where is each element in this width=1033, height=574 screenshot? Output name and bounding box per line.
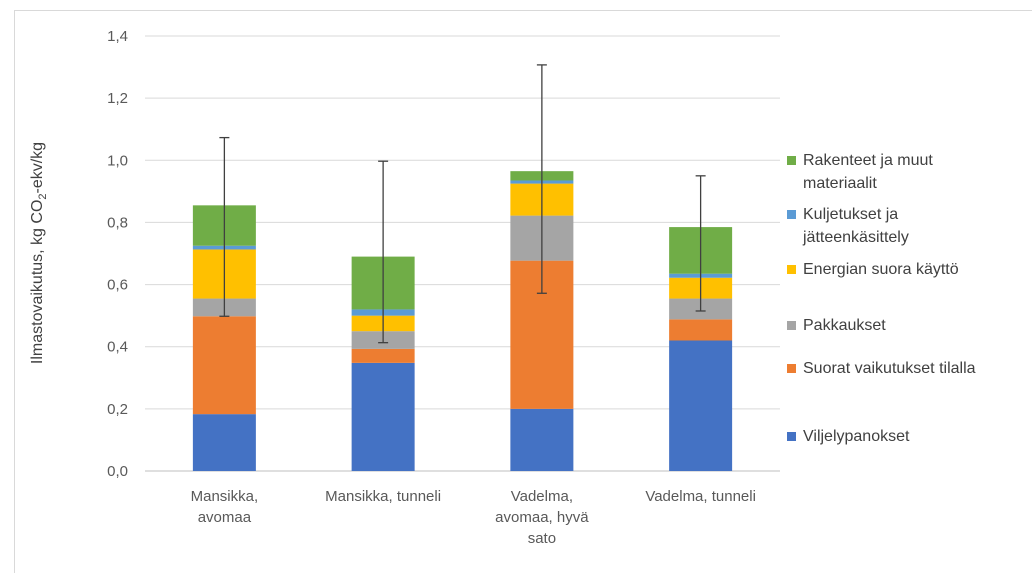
y-tick-label: 1,2 — [107, 90, 128, 107]
bar-segment — [192, 316, 256, 415]
legend-label: Pakkaukset — [803, 317, 886, 334]
y-tick-label: 1,0 — [107, 152, 128, 169]
chart-frame — [14, 10, 1032, 573]
x-axis-categories: Mansikka, avomaa Mansikka, tunneli Vadelma,… — [191, 488, 756, 547]
legend-swatch — [787, 432, 796, 441]
legend-label: Suorat vaikutukset tilalla — [803, 360, 976, 377]
legend-swatch — [787, 321, 796, 330]
legend-swatch — [787, 156, 796, 165]
y-tick-label: 0,8 — [107, 214, 128, 231]
bar-segment — [510, 408, 574, 471]
y-tick-label: 0,4 — [107, 339, 128, 356]
y-axis-label: Ilmastovaikutus, kg CO2-ekv/kg — [29, 142, 49, 364]
bar-segment — [351, 362, 415, 471]
x-category-label: Vadelma, avomaa, hyvä sato — [495, 488, 589, 547]
legend-swatch — [787, 210, 796, 219]
y-tick-label: 0,0 — [107, 463, 128, 480]
y-tick-label: 0,2 — [107, 401, 128, 418]
legend-label: Energian suora käyttö — [803, 261, 959, 278]
legend-label: Viljelypanokset — [803, 428, 910, 445]
legend-swatch — [787, 364, 796, 373]
bar-segment — [669, 340, 733, 471]
y-tick-label: 1,4 — [107, 28, 128, 45]
error-bars — [219, 64, 706, 344]
legend-label: Kuljetukset ja jätteenkäsittely — [802, 206, 909, 246]
x-category-label: Mansikka, avomaa — [191, 488, 259, 526]
x-category-label: Vadelma, tunneli — [645, 488, 756, 505]
bar-segment — [669, 319, 733, 341]
bars — [192, 171, 733, 471]
x-category-label: Mansikka, tunneli — [325, 488, 441, 505]
bar-segment — [351, 348, 415, 363]
legend-swatch — [787, 265, 796, 274]
legend-label: Rakenteet ja muut materiaalit — [803, 152, 933, 192]
legend: Rakenteet ja muut materiaalit Kuljetukset … — [787, 152, 976, 445]
y-axis-ticks: 0,0 0,2 0,4 0,6 0,8 1,0 1,2 1,4 — [107, 28, 128, 480]
bar-segment — [192, 414, 256, 471]
y-tick-label: 0,6 — [107, 277, 128, 294]
